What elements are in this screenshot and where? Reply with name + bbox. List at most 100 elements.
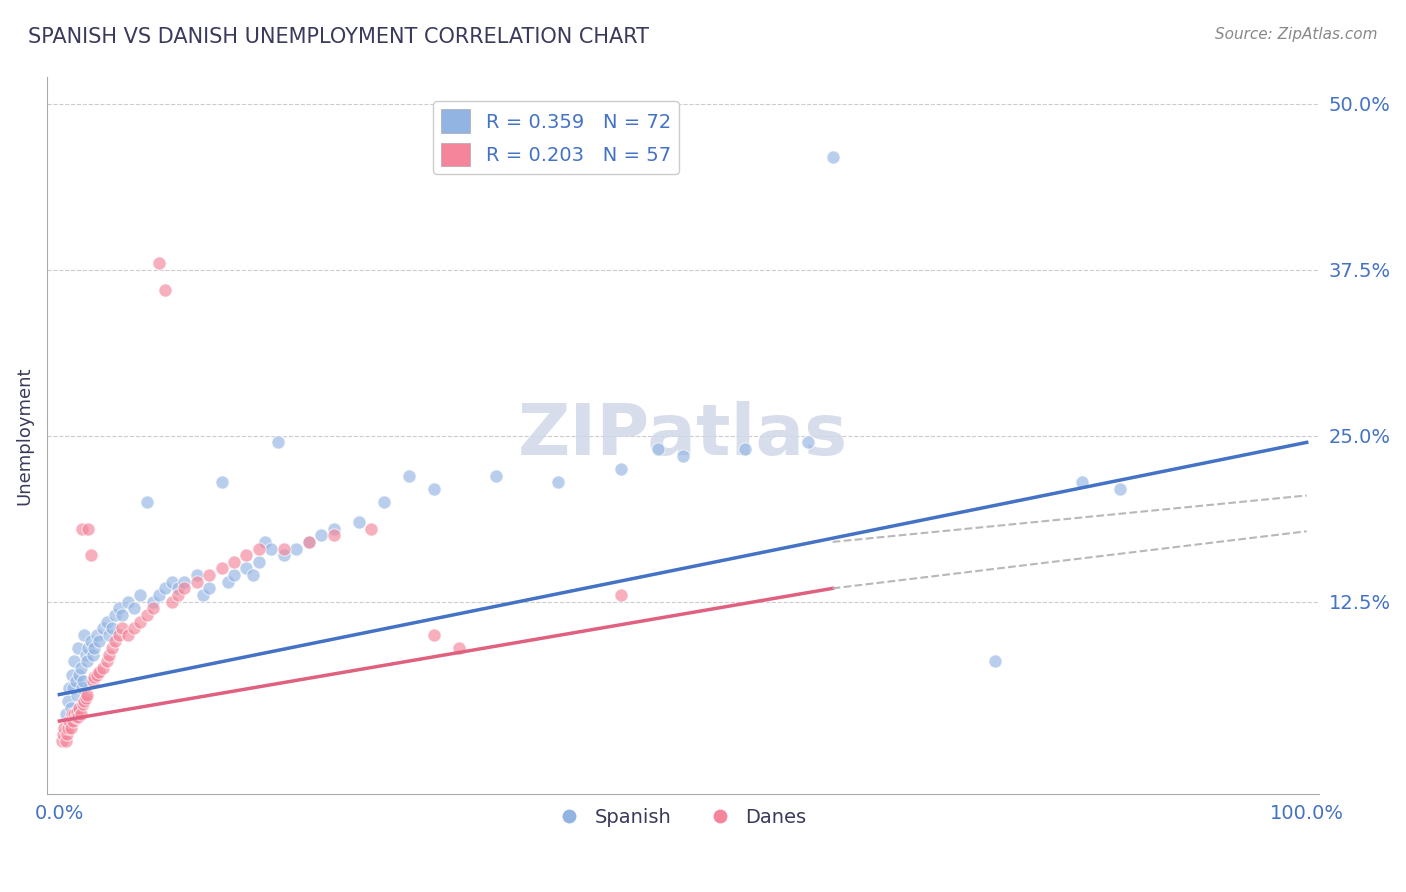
Point bbox=[347, 515, 370, 529]
Point bbox=[63, 654, 86, 668]
Point bbox=[298, 535, 321, 549]
Point bbox=[166, 582, 188, 596]
Point bbox=[298, 535, 321, 549]
Point bbox=[173, 582, 195, 596]
Point bbox=[155, 283, 177, 297]
Point bbox=[79, 548, 101, 562]
Point bbox=[398, 468, 420, 483]
Point bbox=[58, 681, 80, 695]
Point bbox=[53, 721, 76, 735]
Point bbox=[422, 628, 444, 642]
Point bbox=[322, 522, 344, 536]
Point bbox=[609, 588, 631, 602]
Point bbox=[83, 641, 105, 656]
Point bbox=[89, 634, 111, 648]
Point bbox=[55, 707, 77, 722]
Point bbox=[198, 568, 221, 582]
Point bbox=[98, 648, 121, 662]
Point bbox=[96, 615, 118, 629]
Point bbox=[211, 475, 233, 490]
Point bbox=[56, 694, 79, 708]
Point bbox=[66, 705, 89, 719]
Point bbox=[67, 667, 90, 681]
Point bbox=[108, 628, 131, 642]
Point bbox=[63, 707, 86, 722]
Point bbox=[55, 734, 77, 748]
Point bbox=[69, 707, 91, 722]
Point bbox=[148, 256, 170, 270]
Point bbox=[235, 548, 257, 562]
Point bbox=[1071, 475, 1094, 490]
Point bbox=[79, 634, 101, 648]
Point bbox=[311, 528, 333, 542]
Point bbox=[222, 568, 245, 582]
Point bbox=[58, 714, 80, 728]
Point bbox=[117, 628, 139, 642]
Point bbox=[89, 665, 111, 679]
Point bbox=[62, 714, 84, 728]
Point bbox=[186, 574, 208, 589]
Point bbox=[734, 442, 756, 456]
Point bbox=[111, 621, 134, 635]
Point bbox=[82, 674, 104, 689]
Point bbox=[547, 475, 569, 490]
Point bbox=[72, 674, 94, 689]
Point bbox=[65, 674, 87, 689]
Point bbox=[672, 449, 695, 463]
Point bbox=[73, 628, 96, 642]
Point bbox=[373, 495, 395, 509]
Point bbox=[160, 574, 183, 589]
Point bbox=[247, 555, 270, 569]
Point bbox=[82, 648, 104, 662]
Point bbox=[73, 694, 96, 708]
Point bbox=[422, 482, 444, 496]
Point bbox=[67, 700, 90, 714]
Point bbox=[56, 727, 79, 741]
Point bbox=[86, 667, 108, 681]
Point bbox=[260, 541, 283, 556]
Point bbox=[160, 594, 183, 608]
Point bbox=[104, 634, 127, 648]
Point bbox=[155, 582, 177, 596]
Point bbox=[65, 710, 87, 724]
Point bbox=[60, 707, 83, 722]
Point bbox=[222, 555, 245, 569]
Point bbox=[273, 548, 295, 562]
Point bbox=[797, 435, 820, 450]
Point bbox=[70, 681, 93, 695]
Point bbox=[91, 621, 114, 635]
Point bbox=[235, 561, 257, 575]
Point bbox=[285, 541, 308, 556]
Point bbox=[609, 462, 631, 476]
Text: SPANISH VS DANISH UNEMPLOYMENT CORRELATION CHART: SPANISH VS DANISH UNEMPLOYMENT CORRELATI… bbox=[28, 27, 650, 46]
Point bbox=[447, 641, 470, 656]
Point bbox=[111, 607, 134, 622]
Y-axis label: Unemployment: Unemployment bbox=[15, 367, 32, 505]
Point bbox=[100, 621, 122, 635]
Point bbox=[129, 588, 152, 602]
Point bbox=[129, 615, 152, 629]
Point bbox=[83, 670, 105, 684]
Point bbox=[98, 628, 121, 642]
Point bbox=[122, 601, 145, 615]
Point bbox=[122, 621, 145, 635]
Point bbox=[198, 582, 221, 596]
Point bbox=[135, 495, 157, 509]
Point bbox=[51, 734, 73, 748]
Text: ZIPatlas: ZIPatlas bbox=[517, 401, 848, 470]
Point bbox=[148, 588, 170, 602]
Point bbox=[117, 594, 139, 608]
Point bbox=[211, 561, 233, 575]
Point bbox=[52, 727, 75, 741]
Point bbox=[62, 681, 84, 695]
Point bbox=[86, 628, 108, 642]
Point bbox=[273, 541, 295, 556]
Point bbox=[67, 641, 90, 656]
Point bbox=[322, 528, 344, 542]
Legend: Spanish, Danes: Spanish, Danes bbox=[553, 800, 814, 835]
Point bbox=[56, 721, 79, 735]
Point bbox=[100, 641, 122, 656]
Point bbox=[70, 522, 93, 536]
Point bbox=[173, 574, 195, 589]
Point bbox=[821, 150, 844, 164]
